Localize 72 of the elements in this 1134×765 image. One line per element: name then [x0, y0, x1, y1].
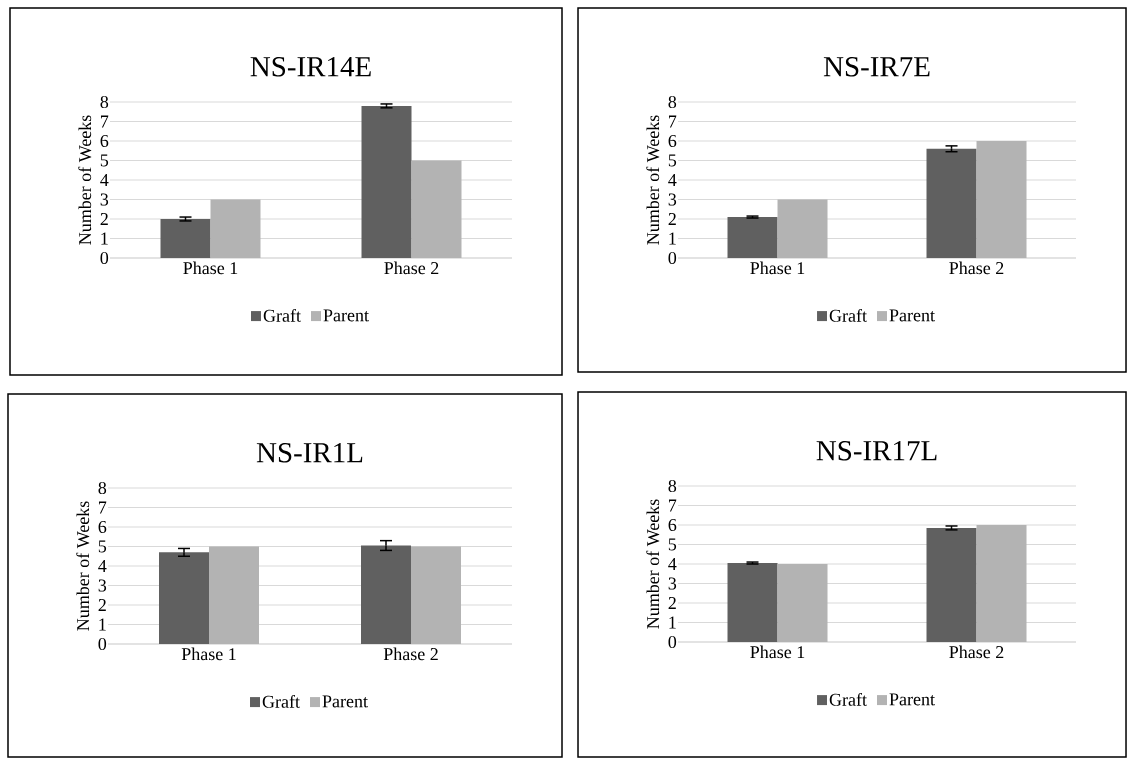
y-tick-label: 8 — [668, 479, 677, 493]
bar — [926, 527, 977, 642]
y-tick-label: 1 — [99, 618, 106, 631]
legend-label: Graft — [262, 695, 300, 708]
y-tick-label: 8 — [98, 481, 107, 495]
bar — [926, 148, 977, 258]
bar — [210, 199, 261, 258]
bar — [976, 525, 1027, 642]
y-tick-label: 1 — [101, 232, 108, 245]
y-tick-label: 0 — [668, 251, 677, 265]
x-tick-label: Phase 2 — [949, 261, 1004, 275]
y-axis-title: Number of Weeks — [78, 115, 92, 245]
y-tick-label: 5 — [100, 154, 109, 167]
bar — [727, 217, 778, 258]
y-tick-label: 2 — [98, 599, 106, 611]
y-tick-label: 1 — [669, 232, 676, 245]
legend-label: Graft — [263, 308, 301, 322]
y-tick-label: 6 — [98, 520, 107, 534]
bar — [777, 199, 828, 258]
y-tick-label: 0 — [98, 637, 107, 651]
y-tick-label: 4 — [668, 174, 677, 186]
y-tick-label: 8 — [100, 95, 109, 109]
y-tick-label: 2 — [668, 597, 676, 609]
x-tick-label: Phase 1 — [181, 647, 236, 661]
y-tick-label: 6 — [668, 518, 677, 532]
legend-label: Graft — [829, 693, 867, 706]
legend-label: Graft — [829, 308, 867, 322]
y-tick-label: 4 — [100, 174, 109, 186]
y-tick-label: 6 — [668, 134, 677, 148]
y-axis-title: Number of Weeks — [646, 115, 660, 245]
y-tick-label: 7 — [100, 115, 109, 128]
y-tick-label: 7 — [669, 115, 677, 128]
y-tick-label: 3 — [100, 193, 109, 206]
y-tick-label: 5 — [668, 538, 677, 551]
x-tick-label: Phase 2 — [949, 645, 1004, 659]
y-tick-label: 4 — [98, 560, 107, 572]
bar — [361, 105, 412, 258]
bar — [777, 564, 828, 642]
y-tick-label: 0 — [100, 251, 109, 265]
y-tick-label: 0 — [668, 635, 677, 649]
bar — [160, 218, 211, 258]
y-axis-title: Number of Weeks — [76, 501, 90, 631]
y-tick-label: 4 — [668, 558, 677, 570]
chart-title: NS-IR7E — [823, 56, 930, 77]
x-tick-label: Phase 2 — [384, 261, 439, 275]
y-tick-label: 6 — [100, 134, 109, 148]
y-tick-label: 2 — [668, 213, 676, 225]
x-tick-label: Phase 1 — [183, 261, 238, 275]
chart-title: NS-IR14E — [250, 56, 371, 77]
y-tick-label: 3 — [98, 579, 107, 592]
y-tick-label: 3 — [668, 577, 677, 590]
legend-label: Parent — [322, 695, 368, 708]
chart-title: NS-IR17L — [816, 440, 937, 461]
y-tick-label: 7 — [669, 499, 677, 512]
x-tick-label: Phase 1 — [750, 261, 805, 275]
x-tick-label: Phase 1 — [750, 645, 805, 659]
bar — [976, 141, 1027, 258]
legend-label: Parent — [323, 309, 369, 322]
legend-label: Parent — [889, 693, 935, 706]
legend-label: Parent — [889, 309, 935, 322]
y-tick-label: 5 — [668, 154, 677, 167]
chart-title: NS-IR1L — [256, 442, 363, 463]
y-tick-label: 5 — [98, 540, 107, 553]
bar — [727, 563, 778, 642]
x-tick-label: Phase 2 — [383, 647, 438, 661]
y-tick-label: 8 — [668, 95, 677, 109]
y-tick-label: 2 — [100, 213, 108, 225]
bar — [411, 160, 462, 258]
y-tick-label: 7 — [98, 501, 107, 514]
y-axis-title: Number of Weeks — [646, 499, 660, 629]
y-tick-label: 3 — [668, 193, 677, 206]
y-tick-label: 1 — [669, 616, 676, 629]
